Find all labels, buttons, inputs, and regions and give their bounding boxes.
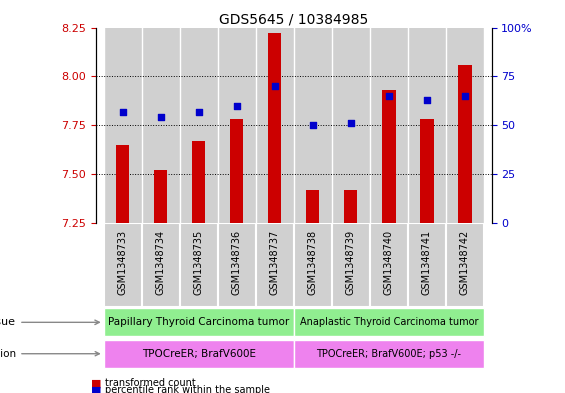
Bar	[192, 141, 206, 223]
Bar	[142, 28, 180, 223]
Text: GSM1348738: GSM1348738	[308, 230, 318, 295]
FancyBboxPatch shape	[103, 340, 294, 368]
Text: tissue: tissue	[0, 317, 99, 327]
FancyBboxPatch shape	[370, 223, 408, 307]
Bar	[230, 119, 244, 223]
Bar	[382, 90, 395, 223]
FancyBboxPatch shape	[142, 223, 180, 307]
Text: percentile rank within the sample: percentile rank within the sample	[105, 385, 270, 393]
Text: TPOCreER; BrafV600E: TPOCreER; BrafV600E	[142, 349, 256, 359]
Text: Papillary Thyroid Carcinoma tumor: Papillary Thyroid Carcinoma tumor	[108, 317, 289, 327]
Bar	[344, 190, 358, 223]
FancyBboxPatch shape	[446, 223, 484, 307]
Point	[384, 93, 393, 99]
Bar	[294, 28, 332, 223]
FancyBboxPatch shape	[408, 223, 446, 307]
Bar	[370, 28, 408, 223]
Title: GDS5645 / 10384985: GDS5645 / 10384985	[219, 12, 368, 26]
FancyBboxPatch shape	[294, 340, 484, 368]
FancyBboxPatch shape	[294, 223, 332, 307]
FancyBboxPatch shape	[332, 223, 370, 307]
FancyBboxPatch shape	[103, 223, 142, 307]
Text: genotype/variation: genotype/variation	[0, 349, 99, 359]
Bar	[154, 170, 167, 223]
Text: TPOCreER; BrafV600E; p53 -/-: TPOCreER; BrafV600E; p53 -/-	[316, 349, 462, 359]
Text: GSM1348736: GSM1348736	[232, 230, 242, 295]
Bar	[306, 190, 319, 223]
Bar	[446, 28, 484, 223]
Text: ■: ■	[91, 378, 101, 388]
FancyBboxPatch shape	[294, 308, 484, 336]
Text: ■: ■	[91, 385, 101, 393]
Bar	[268, 33, 281, 223]
FancyBboxPatch shape	[180, 223, 218, 307]
FancyBboxPatch shape	[218, 223, 256, 307]
Bar	[256, 28, 294, 223]
Point	[270, 83, 279, 89]
Bar	[218, 28, 256, 223]
Point	[156, 114, 165, 121]
Text: GSM1348733: GSM1348733	[118, 230, 128, 295]
Point	[232, 103, 241, 109]
Point	[460, 93, 470, 99]
Text: GSM1348735: GSM1348735	[194, 230, 204, 295]
Bar	[332, 28, 370, 223]
Bar	[458, 64, 472, 223]
Text: GSM1348742: GSM1348742	[460, 230, 470, 295]
Bar	[180, 28, 218, 223]
Text: GSM1348741: GSM1348741	[422, 230, 432, 295]
Bar	[116, 145, 129, 223]
Text: GSM1348734: GSM1348734	[156, 230, 166, 295]
Bar	[408, 28, 446, 223]
Text: Anaplastic Thyroid Carcinoma tumor: Anaplastic Thyroid Carcinoma tumor	[299, 317, 478, 327]
Point	[118, 108, 127, 115]
Bar	[420, 119, 433, 223]
Bar	[103, 28, 142, 223]
Point	[346, 120, 355, 127]
Point	[423, 97, 432, 103]
Point	[308, 122, 318, 129]
FancyBboxPatch shape	[103, 308, 294, 336]
Text: GSM1348737: GSM1348737	[270, 230, 280, 295]
FancyBboxPatch shape	[256, 223, 294, 307]
Text: transformed count: transformed count	[105, 378, 195, 388]
Text: GSM1348740: GSM1348740	[384, 230, 394, 295]
Text: GSM1348739: GSM1348739	[346, 230, 356, 295]
Point	[194, 108, 203, 115]
